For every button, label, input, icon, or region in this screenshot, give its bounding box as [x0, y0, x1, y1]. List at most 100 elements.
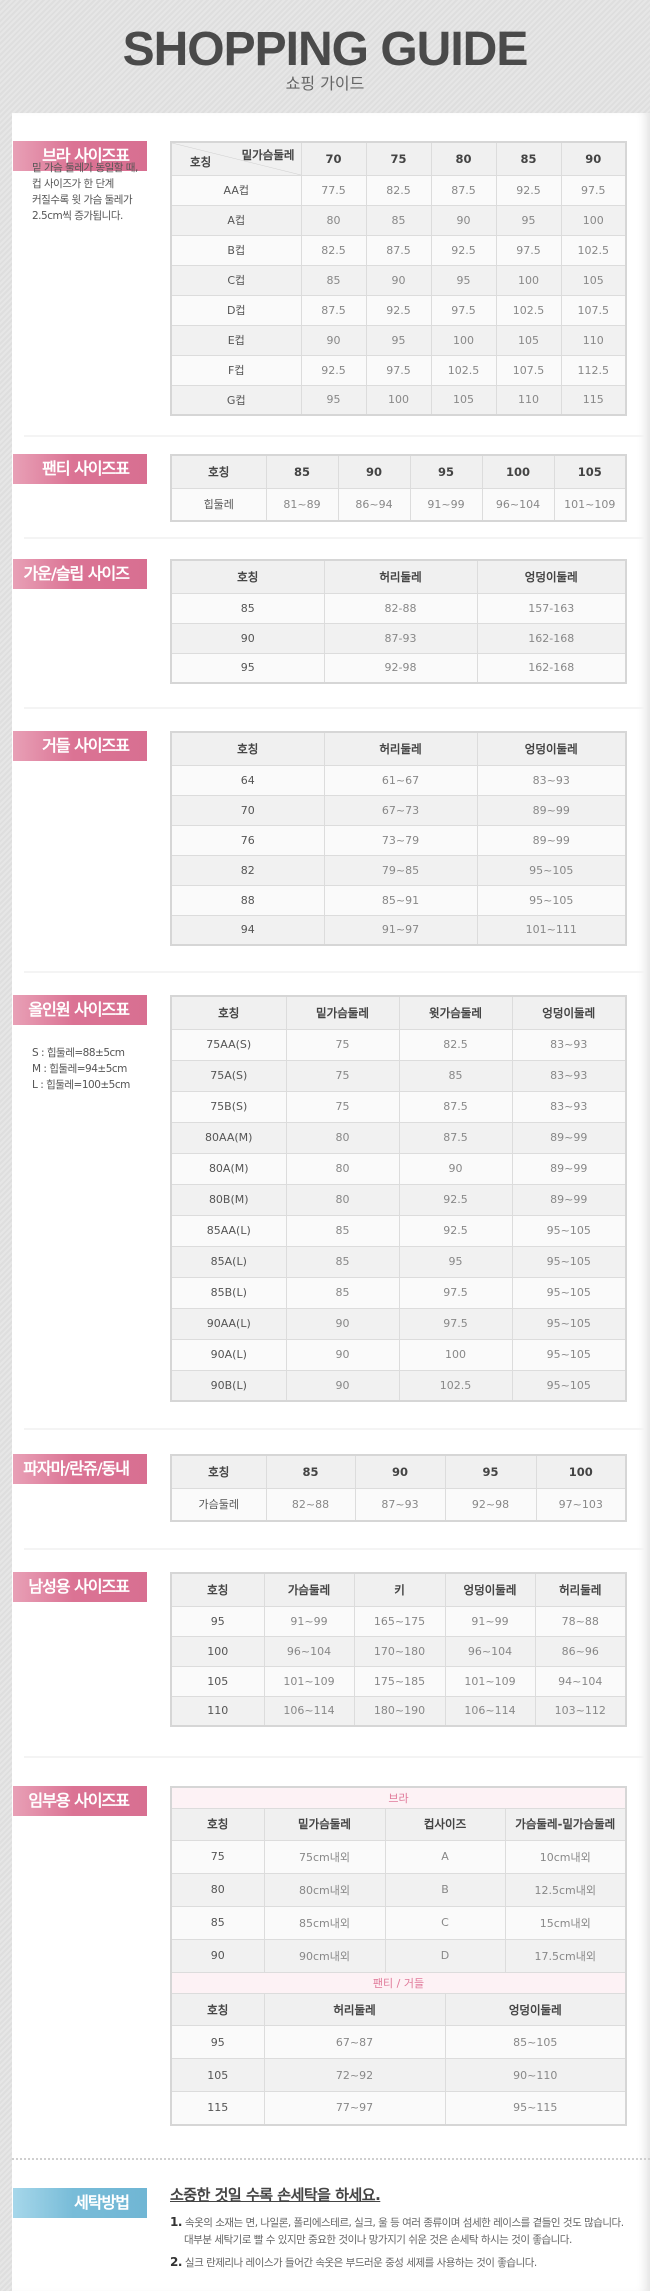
table-cell: 17.5cm내외	[504, 1938, 627, 1973]
table-cell: 96~104	[444, 1635, 536, 1667]
section-divider	[24, 707, 644, 709]
table-cell: 101~109	[263, 1665, 355, 1697]
sub-header: 팬티 / 거들	[170, 1972, 627, 1994]
table-cell: 85~91	[323, 884, 478, 916]
row-label-cell: D컵	[170, 294, 302, 326]
table-cell: 89~99	[511, 1183, 627, 1216]
table-cell: 89~99	[476, 824, 627, 856]
size-table-gown: 호칭 허리둘레 엉덩이둘레 85 82-88 157-163 90 87-93 162-168 9…	[170, 559, 627, 684]
instruction-line: 속옷의 소재는 면, 나일론, 폴리에스테르, 실크, 울 등 여러 종류이며 …	[184, 2217, 624, 2229]
table-cell: 102.5	[495, 294, 562, 326]
table-cell: 95	[398, 1245, 513, 1278]
note-line: 밑 가슴 둘레가 동일할 때,	[32, 162, 138, 174]
table-cell: 110	[495, 384, 562, 416]
table-cell: 87-93	[323, 622, 478, 654]
table-cell: 90	[300, 324, 367, 356]
row-label-cell: 90B(L)	[170, 1369, 287, 1402]
table-cell: 95	[430, 264, 497, 296]
header-row: 호칭 85 90 95 100 105	[170, 454, 627, 489]
table-cell: 170~180	[353, 1635, 446, 1667]
column-header: 엉덩이둘레	[444, 1572, 536, 1607]
row-label-cell: 70	[170, 794, 325, 826]
table-row: 64 61~67 83~93	[170, 764, 627, 796]
table-cell: 95~105	[511, 1276, 627, 1309]
row-label-cell: 95	[170, 2025, 265, 2059]
column-header: 윗가슴둘레	[398, 995, 513, 1030]
table-cell: 90	[285, 1369, 400, 1402]
table-cell: 90	[285, 1338, 400, 1371]
table-cell: 67~87	[263, 2025, 446, 2059]
table-cell: 162-168	[476, 622, 627, 654]
column-header: 90	[337, 454, 411, 489]
column-header: 100	[481, 454, 555, 489]
table-cell: 157-163	[476, 592, 627, 624]
table-cell: 100	[398, 1338, 513, 1371]
table-row: 가슴둘레 82~88 87~93 92~98 97~103	[170, 1487, 627, 1522]
row-label-cell: 75B(S)	[170, 1090, 287, 1123]
section-divider	[24, 435, 644, 437]
row-label-cell: AA컵	[170, 174, 302, 206]
table-row: G컵 95 100 105 110 115	[170, 384, 627, 416]
table-cell: 100	[560, 204, 627, 236]
page-title: SHOPPING GUIDE	[122, 23, 529, 76]
table-cell: 97.5	[398, 1307, 513, 1340]
row-label-cell: 85A(L)	[170, 1245, 287, 1278]
table-cell: 61~67	[323, 764, 478, 796]
table-cell: 95~105	[476, 854, 627, 886]
instruction-number: 1.	[170, 2215, 182, 2229]
row-label-cell: 90AA(L)	[170, 1307, 287, 1340]
header-row: 호칭 허리둘레 엉덩이둘레	[170, 1993, 627, 2026]
instruction-number: 2.	[170, 2255, 182, 2269]
table-cell: 90	[398, 1152, 513, 1185]
table-cell: 92.5	[430, 234, 497, 266]
note-line: 컵 사이즈가 한 단계	[32, 178, 114, 190]
table-cell: 101~109	[553, 487, 627, 522]
table-cell: 85~105	[444, 2025, 627, 2059]
table-row: 80B(M) 80 92.5 89~99	[170, 1183, 627, 1216]
column-header: 허리둘레	[323, 559, 478, 594]
row-label-cell: 90A(L)	[170, 1338, 287, 1371]
instruction-line: 대부분 세탁기로 빨 수 있지만 중요한 것이나 망가지기 쉬운 것은 손세탁 …	[184, 2234, 572, 2246]
note-line: S : 힙둘레=88±5cm	[32, 1047, 125, 1059]
column-header: 가슴둘레-밑가슴둘레	[504, 1807, 627, 1841]
row-label-cell: 76	[170, 824, 325, 856]
table-cell: 92.5	[365, 294, 432, 326]
table-cell: 112.5	[560, 354, 627, 386]
column-header: 80	[430, 141, 497, 176]
table-cell: 86~96	[534, 1635, 627, 1667]
row-label-cell: 80B(M)	[170, 1183, 287, 1216]
column-header: 95	[409, 454, 483, 489]
column-header: 호칭	[170, 1572, 265, 1607]
column-header: 호칭	[170, 731, 325, 766]
table-cell: 92.5	[398, 1214, 513, 1247]
section-divider	[24, 1548, 644, 1550]
table-cell: 85cm내외	[263, 1905, 386, 1940]
table-cell: 180~190	[353, 1695, 446, 1727]
row-label-cell: F컵	[170, 354, 302, 386]
table-row: 75A(S) 75 85 83~93	[170, 1059, 627, 1092]
table-row: 85A(L) 85 95 95~105	[170, 1245, 627, 1278]
table-cell: 77~97	[263, 2091, 446, 2125]
row-label-cell: 85	[170, 592, 325, 624]
table-row: 110 106~114 180~190 106~114 103~112	[170, 1695, 627, 1727]
section-label-wash: 세탁방법	[13, 2188, 147, 2218]
column-header: 엉덩이둘레	[444, 1993, 627, 2026]
table-row: 95 67~87 85~105	[170, 2025, 627, 2059]
table-row: 90B(L) 90 102.5 95~105	[170, 1369, 627, 1402]
table-cell: 97.5	[560, 174, 627, 206]
table-cell: 86~94	[337, 487, 411, 522]
section-divider	[24, 971, 644, 973]
table-row: 105 101~109 175~185 101~109 94~104	[170, 1665, 627, 1697]
table-cell: 110	[560, 324, 627, 356]
size-table-maternity-panty: 팬티 / 거들 호칭 허리둘레 엉덩이둘레 95 67~87 85~105 105 72~92 9…	[170, 1972, 628, 2126]
table-cell: 105	[430, 384, 497, 416]
header-row: 호칭 밑가슴둘레 윗가슴둘레 엉덩이둘레	[170, 995, 627, 1030]
table-cell: 175~185	[353, 1665, 446, 1697]
note-line: 2.5cm씩 증가됩니다.	[32, 210, 123, 222]
table-cell: 94~104	[534, 1665, 627, 1697]
table-row: 88 85~91 95~105	[170, 884, 627, 916]
row-label-cell: 85AA(L)	[170, 1214, 287, 1247]
table-cell: 95	[365, 324, 432, 356]
note-line: 커질수록 윗 가슴 둘레가	[32, 194, 133, 206]
table-row: A컵 80 85 90 95 100	[170, 204, 627, 236]
